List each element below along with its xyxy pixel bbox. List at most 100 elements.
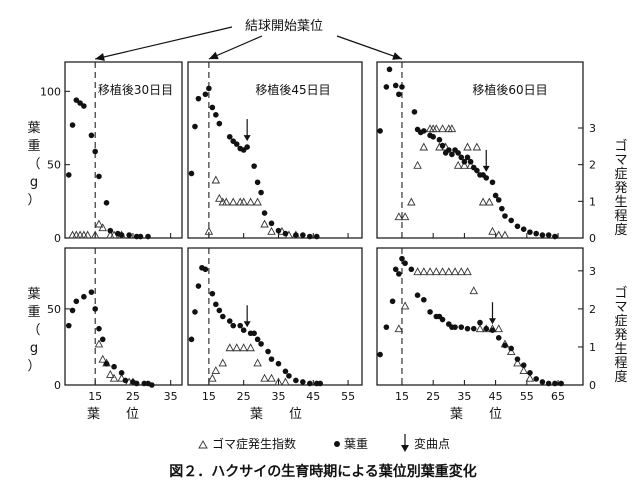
y-tick-label: 50 [47, 303, 61, 316]
index-point [432, 267, 441, 276]
index-point [98, 223, 107, 232]
weight-point [286, 373, 292, 379]
inflection-arrow-head [488, 318, 496, 325]
panel-top-30: 0 50 100 移植後30日目 [40, 61, 183, 245]
weight-point [552, 233, 558, 240]
label-char: ゴ [614, 138, 627, 154]
index-point [228, 197, 238, 206]
weight-point [545, 232, 552, 238]
weight-point [254, 179, 261, 186]
x-tick-label: 35 [164, 390, 178, 403]
weight-point [461, 158, 468, 165]
weight-point [439, 142, 446, 149]
index-point [494, 324, 503, 333]
panel-frame [376, 61, 584, 239]
label-char: 葉 [27, 121, 40, 136]
weight-point [282, 230, 289, 237]
label-char: 生 [614, 342, 627, 357]
index-point [90, 230, 100, 239]
index-point [469, 286, 479, 295]
annotation-arrows [95, 26, 403, 61]
weight-point [399, 255, 405, 262]
weight-point [265, 348, 271, 355]
weight-point [527, 229, 533, 235]
index-point [425, 267, 435, 276]
weight-point [251, 163, 257, 169]
index-point [438, 267, 447, 276]
index-point [267, 373, 276, 382]
index-point [400, 212, 410, 221]
weight-point [386, 66, 393, 73]
weight-point [499, 205, 505, 212]
index-point [106, 369, 115, 378]
index-point [450, 267, 460, 276]
index-point [463, 142, 472, 151]
weight-point [77, 100, 83, 106]
y-tick-label: 0 [54, 379, 61, 392]
index-point [413, 267, 422, 276]
weight-point [137, 233, 144, 240]
index-point [400, 301, 410, 310]
index-point [466, 160, 475, 169]
weight-point [226, 134, 233, 140]
x-label-col3: 葉 位 [450, 407, 502, 422]
weight-point [502, 213, 508, 219]
x-tick-label: 25 [126, 390, 140, 403]
index-point [453, 160, 463, 169]
weight-point [133, 380, 140, 387]
weight-point [300, 232, 306, 238]
weight-point [458, 154, 465, 161]
y-left-label-bottom: 葉重 （ g ） [27, 287, 40, 374]
weight-point [192, 123, 198, 130]
x-tick-label: 15 [395, 390, 409, 403]
weight-point [202, 91, 209, 98]
weight-point [445, 147, 452, 153]
weight-point [103, 360, 110, 367]
weight-point [188, 336, 195, 343]
index-point [204, 226, 214, 235]
weight-point [92, 306, 98, 312]
index-point [239, 197, 248, 206]
weight-point [414, 292, 421, 298]
weight-point [149, 382, 155, 388]
panel-label: 移植後60日目 [472, 82, 547, 97]
x-label-col2: 葉 位 [250, 407, 302, 422]
legend-dot-marker [334, 441, 340, 447]
legend-arrow-label: 変曲点 [414, 436, 450, 451]
index-point [488, 226, 497, 235]
label-char: 症 [614, 167, 627, 182]
index-point [98, 354, 107, 363]
panel-frame [64, 247, 183, 386]
y2-tick-label: 1 [589, 341, 596, 354]
weight-point [455, 150, 461, 156]
weight-point [477, 319, 483, 326]
index-point [253, 358, 262, 367]
weight-point [439, 316, 446, 323]
weight-point [107, 227, 114, 234]
weight-point [470, 325, 477, 332]
weight-point [467, 158, 474, 165]
annotation-arrow [208, 35, 263, 60]
index-point [407, 197, 416, 206]
index-point [394, 212, 404, 221]
label-char: 葉 [27, 287, 40, 302]
weight-point [392, 266, 399, 273]
index-point [447, 124, 457, 133]
panel-frame [376, 247, 584, 386]
label-char: 程 [614, 209, 627, 224]
annotation-arrow [336, 35, 403, 60]
weight-point [209, 104, 216, 111]
y2-tick-label: 1 [589, 195, 596, 208]
weight-point [195, 283, 202, 289]
index-point [519, 366, 528, 375]
x-tick-label: 55 [341, 390, 355, 403]
y-tick-label: 50 [47, 159, 61, 172]
weight-point [99, 336, 106, 343]
weight-point [464, 325, 471, 332]
weight-point [458, 324, 465, 330]
index-point [218, 358, 228, 367]
weight-point [111, 363, 117, 370]
weight-point [192, 309, 198, 315]
index-point [94, 219, 104, 228]
